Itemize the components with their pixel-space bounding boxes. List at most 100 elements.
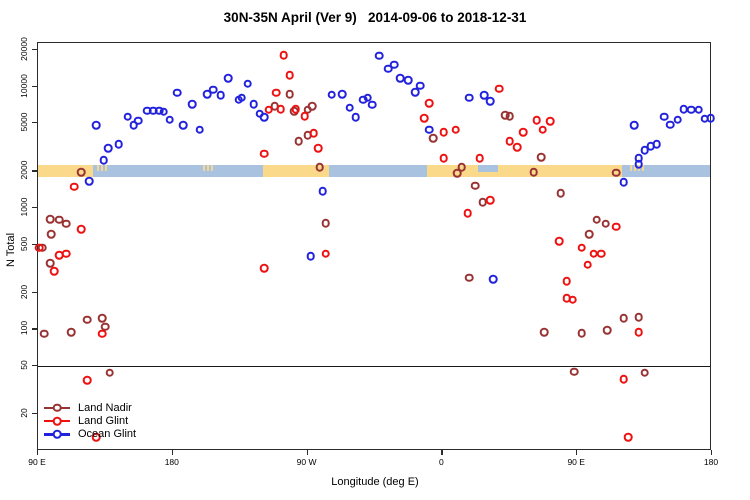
data-point-land-nadir (601, 219, 610, 229)
data-point-land-glint (424, 98, 434, 108)
data-point-ocean-glint (114, 139, 124, 149)
data-point-land-glint (259, 263, 269, 273)
data-point-ocean-glint (187, 99, 197, 109)
data-point-ocean-glint (390, 60, 399, 69)
y-tick-label: 20000 (19, 37, 29, 61)
data-point-land-nadir (285, 89, 294, 99)
data-point-land-nadir (611, 168, 621, 178)
data-point-ocean-glint (249, 99, 258, 109)
data-point-ocean-glint (327, 90, 336, 99)
data-point-ocean-glint (634, 159, 643, 169)
data-point-land-nadir (640, 368, 649, 377)
expected-count-band (38, 165, 710, 178)
data-point-land-glint (583, 260, 592, 270)
data-point-land-glint (505, 136, 515, 146)
data-point-ocean-glint (134, 116, 143, 126)
data-point-ocean-glint (415, 81, 425, 90)
y-tick-label: 500 (19, 236, 29, 251)
legend-marker-icon (44, 429, 70, 439)
legend-marker-icon (44, 416, 70, 426)
data-point-ocean-glint (367, 100, 377, 109)
data-point-ocean-glint (178, 120, 188, 130)
data-point-ocean-glint (237, 93, 246, 102)
data-point-ocean-glint (480, 90, 489, 100)
data-point-land-nadir (105, 368, 115, 377)
data-point-ocean-glint (123, 112, 133, 122)
legend-item-land-glint: Land Glint (44, 414, 136, 427)
data-point-ocean-glint (694, 105, 703, 115)
data-point-land-glint (300, 111, 309, 121)
data-point-ocean-glint (403, 75, 413, 85)
x-tick-mark (306, 450, 308, 455)
data-point-ocean-glint (652, 139, 661, 149)
data-point-land-glint (309, 128, 318, 138)
data-point-ocean-glint (259, 112, 269, 122)
data-point-land-nadir (539, 327, 549, 337)
data-point-land-glint (276, 104, 285, 114)
data-point-land-nadir (66, 327, 76, 337)
data-point-ocean-glint (351, 113, 360, 122)
data-point-ocean-glint (465, 93, 474, 102)
x-tick-label: 180 (703, 457, 719, 467)
data-point-land-glint (92, 432, 101, 442)
data-point-land-nadir (634, 312, 643, 322)
data-point-land-nadir (62, 219, 71, 229)
data-point-land-glint (568, 295, 577, 305)
x-tick-label: 90 E (567, 457, 585, 467)
x-axis-title: Longitude (deg E) (331, 476, 419, 488)
y-tick-mark (32, 364, 37, 367)
data-point-land-nadir (54, 215, 64, 225)
reference-line-50 (38, 365, 710, 367)
band-land-fringe (201, 165, 215, 171)
data-point-land-nadir (98, 313, 107, 323)
data-point-land-nadir (77, 167, 86, 177)
data-point-land-nadir (569, 367, 579, 376)
y-tick-mark (32, 49, 37, 51)
data-point-ocean-glint (195, 125, 205, 135)
data-point-land-nadir (536, 152, 546, 162)
data-point-land-glint (69, 182, 79, 191)
data-point-land-nadir (429, 133, 438, 143)
y-tick-mark (32, 243, 37, 245)
data-point-ocean-glint (486, 96, 495, 106)
data-point-land-glint (451, 125, 461, 135)
plot-area (35, 42, 715, 450)
data-point-ocean-glint (306, 252, 315, 261)
data-point-land-glint (463, 208, 473, 218)
data-point-land-glint (439, 153, 449, 163)
data-point-land-nadir (505, 111, 515, 121)
data-point-land-glint (35, 243, 44, 253)
data-point-land-nadir (619, 313, 628, 323)
x-tick-label: 90 E (28, 457, 46, 467)
data-point-ocean-glint (84, 176, 94, 186)
data-point-land-glint (538, 125, 548, 135)
data-point-ocean-glint (243, 79, 252, 88)
x-tick-mark (37, 450, 39, 455)
legend-label: Land Glint (78, 415, 129, 428)
x-tick-mark (171, 450, 173, 455)
data-point-land-nadir (294, 136, 303, 146)
data-point-ocean-glint (489, 274, 498, 284)
data-point-ocean-glint (318, 187, 327, 196)
data-point-land-nadir (584, 229, 594, 239)
x-tick-label: 180 (164, 457, 179, 467)
data-point-ocean-glint (92, 121, 101, 130)
data-point-ocean-glint (411, 87, 420, 97)
y-tick-mark (32, 413, 37, 415)
data-point-land-glint (634, 327, 643, 337)
data-point-land-glint (313, 144, 323, 153)
data-point-ocean-glint (384, 64, 393, 74)
y-tick-label: 5000 (19, 112, 29, 132)
data-point-land-nadir (83, 315, 92, 325)
data-point-ocean-glint (706, 113, 715, 123)
legend-item-ocean-glint: Ocean Glint (44, 428, 136, 441)
chart-title: 30N-35N April (Ver 9) 2014-09-06 to 2018… (223, 10, 527, 25)
legend-marker-icon (44, 403, 70, 413)
data-point-land-glint (545, 116, 555, 126)
y-tick-label: 50 (19, 360, 29, 370)
data-point-land-glint (439, 128, 449, 137)
band-land-segment (427, 165, 623, 178)
data-point-land-glint (83, 376, 92, 385)
y-tick-mark (32, 85, 37, 87)
